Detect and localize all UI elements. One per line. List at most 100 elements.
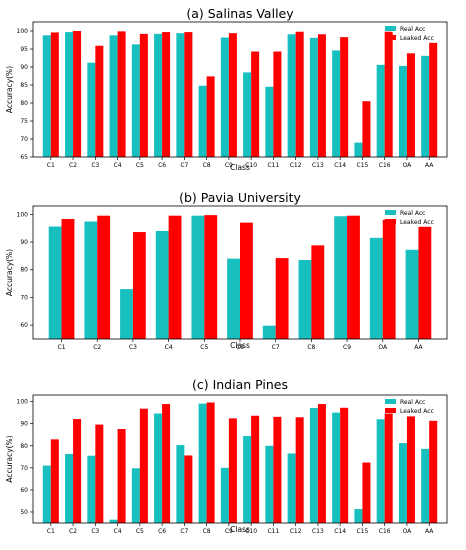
- leaked-acc-bar-c9: [228, 418, 237, 523]
- leaked-acc-bar-c13: [317, 404, 326, 523]
- leaked-acc-bar-c4: [117, 428, 126, 523]
- x-tick-label: C12: [290, 528, 302, 535]
- real-acc-bar-c5: [131, 468, 140, 523]
- x-tick-label: C7: [180, 528, 188, 535]
- x-tick-label: C15: [357, 162, 369, 169]
- y-tick-label: 90: [20, 239, 28, 246]
- leaked-acc-bar-c15: [362, 462, 371, 523]
- legend: Real Acc Leaked Acc: [385, 26, 434, 42]
- leaked-acc-bar-c14: [340, 37, 349, 158]
- x-tick-label: C5: [136, 528, 144, 535]
- real-acc-bar-c6: [227, 258, 240, 339]
- leaked-acc-bar-c4: [168, 215, 182, 339]
- x-tick-label: C2: [69, 162, 77, 169]
- real-acc-bar-c4: [155, 230, 169, 339]
- leaked-acc-bar-c5: [139, 408, 148, 523]
- real-acc-bar-c9: [220, 37, 229, 158]
- leaked-acc-bar-oa: [406, 53, 415, 157]
- real-acc-bar-c9: [220, 467, 229, 523]
- real-acc-bar-c14: [332, 412, 341, 523]
- leaked-acc-bar-c10: [251, 51, 260, 157]
- leaked-acc-bar-c13: [317, 34, 326, 157]
- y-tick-label: 100: [17, 399, 29, 406]
- real-acc-bar-c8: [198, 85, 207, 157]
- x-tick-label: C4: [114, 528, 122, 535]
- leaked-acc-bar-c15: [362, 101, 371, 157]
- x-tick-label: OA: [403, 528, 413, 535]
- plot-frame: [32, 394, 448, 524]
- x-tick-label: C10: [245, 528, 257, 535]
- real-acc-bar-c8: [298, 260, 312, 339]
- leaked-acc-bar-c3: [132, 232, 146, 339]
- legend: Real Acc Leaked Acc: [385, 399, 434, 415]
- y-tick-label: 90: [20, 421, 28, 428]
- real-acc-bar-oa: [398, 443, 407, 523]
- leaked-acc-bar-c2: [97, 215, 111, 339]
- y-axis-label: Accuracy(%): [5, 435, 14, 482]
- real-acc-bar-c9: [334, 216, 348, 339]
- y-tick-label: 80: [20, 267, 28, 274]
- legend-label-real-acc: Real Acc: [400, 399, 425, 406]
- y-tick-label: 85: [20, 82, 28, 89]
- x-axis-label: Class: [230, 525, 250, 534]
- y-tick-label: 90: [20, 64, 28, 71]
- leaked-acc-bar-c2: [73, 31, 82, 157]
- leaked-acc-bar-aa: [418, 226, 432, 339]
- real-acc-bar-c5: [191, 215, 205, 339]
- real-acc-bar-c5: [131, 44, 140, 157]
- legend-swatch-real-acc: [385, 210, 396, 215]
- leaked-acc-bar-c4: [117, 31, 126, 157]
- real-acc-bar-c3: [120, 289, 133, 339]
- x-tick-label: C3: [91, 162, 99, 169]
- x-tick-label: C12: [290, 162, 302, 169]
- real-acc-bar-c3: [87, 455, 96, 523]
- y-axis-label: Accuracy(%): [5, 249, 14, 296]
- plot-frame: [32, 21, 448, 158]
- leaked-acc-bar-c14: [340, 407, 349, 523]
- leaked-acc-bar-c3: [95, 45, 104, 158]
- leaked-acc-bar-oa: [382, 219, 396, 339]
- leaked-acc-bar-c16: [384, 413, 393, 523]
- x-tick-label: C9: [225, 162, 233, 169]
- leaked-acc-bar-c8: [206, 402, 215, 523]
- y-tick-label: 50: [20, 509, 28, 516]
- x-tick-label: C10: [245, 162, 257, 169]
- y-axis-label: Accuracy(%): [5, 66, 14, 113]
- real-acc-bar-c8: [198, 403, 207, 523]
- real-acc-bar-c16: [376, 64, 385, 157]
- real-acc-bar-c2: [84, 221, 98, 339]
- legend-label-real-acc: Real Acc: [400, 26, 425, 33]
- x-tick-label: C1: [47, 528, 55, 535]
- real-acc-bar-c10: [243, 72, 252, 157]
- real-acc-bar-oa: [369, 237, 383, 339]
- leaked-acc-bar-c8: [311, 245, 325, 339]
- leaked-acc-bar-c10: [251, 415, 260, 523]
- leaked-acc-bar-oa: [406, 416, 415, 523]
- x-tick-label: C5: [200, 344, 208, 351]
- y-tick-label: 100: [17, 211, 29, 218]
- legend-label-real-acc: Real Acc: [400, 210, 425, 217]
- real-acc-bar-c15: [354, 142, 363, 157]
- chart-title: (c) Indian Pines: [192, 377, 288, 392]
- legend-swatch-leaked-acc: [385, 408, 396, 413]
- x-tick-label: C4: [165, 344, 173, 351]
- real-acc-bar-c7: [176, 33, 185, 157]
- chart-title: (b) Pavia University: [179, 190, 301, 205]
- real-acc-bar-c7: [262, 325, 276, 339]
- real-acc-bar-c1: [42, 465, 51, 523]
- real-acc-bar-c16: [376, 419, 385, 523]
- leaked-acc-bar-c9: [228, 33, 237, 157]
- leaked-acc-bar-c6: [162, 32, 171, 157]
- x-tick-label: AA: [414, 344, 423, 351]
- x-axis-label: Class: [230, 163, 250, 172]
- x-tick-label: C6: [158, 162, 166, 169]
- real-acc-bar-aa: [405, 249, 419, 339]
- leaked-acc-bar-c1: [50, 32, 59, 157]
- x-tick-label: AA: [425, 162, 434, 169]
- leaked-acc-bar-c11: [273, 416, 282, 523]
- real-acc-bar-c3: [87, 62, 96, 157]
- real-acc-bar-c6: [154, 33, 163, 157]
- leaked-acc-bar-c2: [73, 419, 82, 523]
- chart-panel-3: (c) Indian Pines 50 60 70 80 90 100 C1 C2 C3 C4 C5 C…: [5, 377, 448, 535]
